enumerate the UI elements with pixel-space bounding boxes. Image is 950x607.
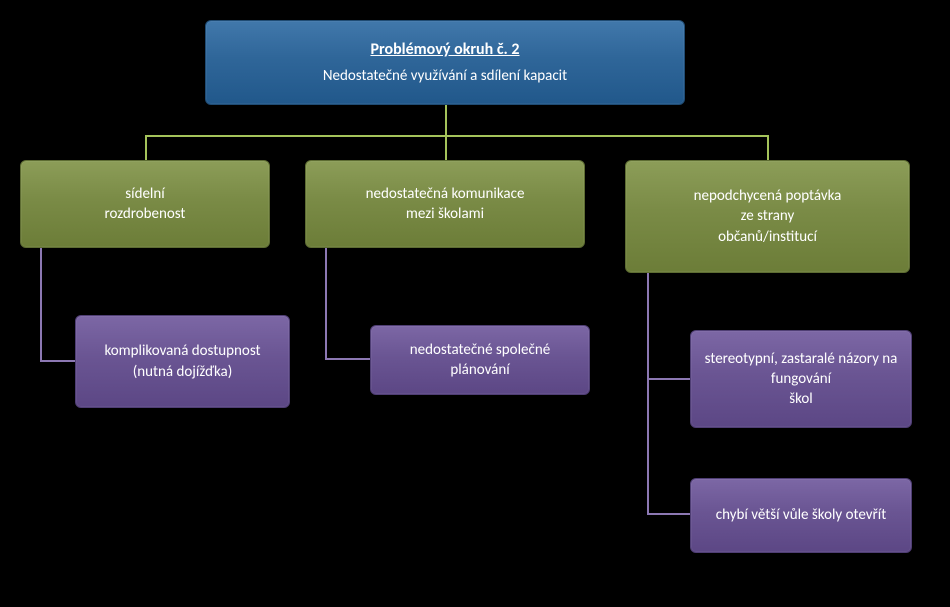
leaf3-line2: škol bbox=[789, 389, 813, 409]
leaf4-line1: chybí větší vůle školy otevřít bbox=[716, 505, 887, 525]
node-leaf4: chybí větší vůle školy otevřít bbox=[690, 478, 912, 553]
mid1-line2: rozdrobenost bbox=[105, 204, 186, 224]
mid3-line1: nepodchycená poptávka bbox=[694, 186, 842, 206]
root-subtitle: Nedostatečné využívání a sdílení kapacit bbox=[323, 66, 567, 86]
mid3-line2: ze strany bbox=[741, 206, 795, 226]
node-root: Problémový okruh č. 2 Nedostatečné využí… bbox=[205, 20, 685, 105]
leaf1-line2: (nutná dojížďka) bbox=[133, 362, 233, 382]
root-title: Problémový okruh č. 2 bbox=[370, 39, 519, 61]
connector-mid1-vert bbox=[40, 248, 42, 362]
connector-mid3-vert bbox=[647, 273, 649, 515]
connector-mid1-horz bbox=[40, 360, 75, 362]
node-leaf2: nedostatečné společné plánování bbox=[370, 325, 590, 395]
mid2-line2: mezi školami bbox=[406, 204, 484, 224]
node-leaf1: komplikovaná dostupnost (nutná dojížďka) bbox=[75, 315, 290, 408]
node-mid3: nepodchycená poptávka ze strany občanů/i… bbox=[625, 160, 910, 273]
mid1-line1: sídelní bbox=[125, 184, 164, 204]
node-mid1: sídelní rozdrobenost bbox=[20, 160, 270, 248]
connector-drop-mid2 bbox=[445, 135, 447, 160]
connector-mid3-horz1 bbox=[647, 378, 690, 380]
mid2-line1: nedostatečná komunikace bbox=[366, 184, 525, 204]
connector-drop-mid1 bbox=[145, 135, 147, 160]
connector-mid3-horz2 bbox=[647, 513, 690, 515]
leaf2-line1: nedostatečné společné plánování bbox=[381, 340, 579, 381]
connector-mid2-horz bbox=[325, 358, 370, 360]
connector-drop-mid3 bbox=[767, 135, 769, 160]
leaf1-line1: komplikovaná dostupnost bbox=[104, 341, 260, 361]
mid3-line3: občanů/institucí bbox=[718, 227, 817, 247]
connector-root-bus bbox=[145, 135, 769, 137]
node-leaf3: stereotypní, zastaralé názory na fungová… bbox=[690, 330, 912, 428]
connector-root-stem bbox=[445, 105, 447, 135]
node-mid2: nedostatečná komunikace mezi školami bbox=[305, 160, 585, 248]
connector-mid2-vert bbox=[325, 248, 327, 360]
leaf3-line1: stereotypní, zastaralé názory na fungová… bbox=[701, 349, 901, 390]
